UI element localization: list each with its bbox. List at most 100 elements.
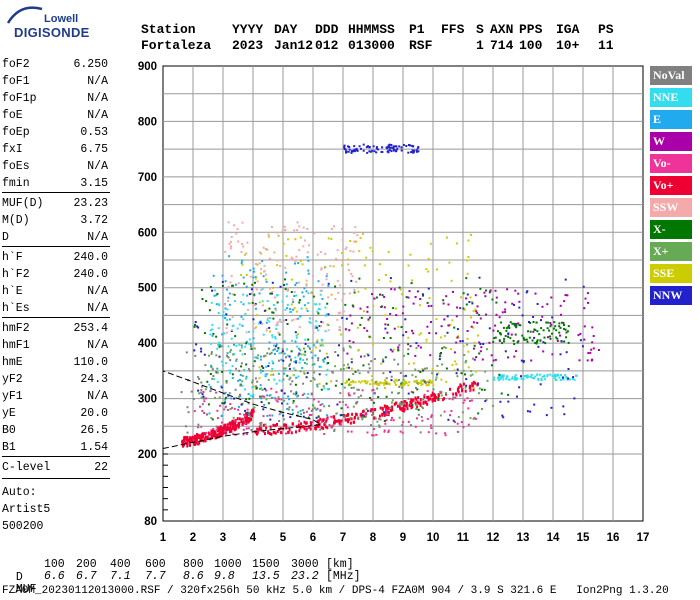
footer-d-value: 600 bbox=[145, 558, 166, 571]
param-value: N/A bbox=[87, 109, 108, 122]
param-name: foEs bbox=[2, 160, 30, 173]
echo-cluster bbox=[223, 221, 359, 334]
param-name: yF1 bbox=[2, 390, 23, 403]
param-row: D N/A bbox=[2, 231, 108, 247]
x-tick-label: 7 bbox=[340, 532, 346, 544]
param-name: h`E bbox=[2, 285, 23, 298]
digisonde-logo: Lowell DIGISONDE bbox=[4, 3, 124, 53]
header-field: PS bbox=[598, 22, 614, 37]
param-name: foE bbox=[2, 109, 23, 122]
footer-d-label: D bbox=[15, 571, 23, 584]
footer-muf-value: 23.2 bbox=[291, 570, 319, 583]
param-row: h`E N/A bbox=[2, 285, 108, 301]
param-value: 0.53 bbox=[80, 126, 108, 139]
header-field: HHMMSS bbox=[348, 22, 395, 37]
param-row: yF2 24.3 bbox=[2, 373, 108, 389]
header-field: Jan12 bbox=[274, 38, 314, 53]
footer-d-value: 200 bbox=[76, 558, 97, 571]
param-name: M(D) bbox=[2, 214, 30, 227]
legend-item: X+ bbox=[650, 242, 692, 261]
header-field: DDD bbox=[315, 22, 339, 37]
x-tick-label: 14 bbox=[547, 532, 560, 544]
echo-cluster bbox=[344, 379, 435, 387]
footer-d-value: 1500 bbox=[252, 558, 280, 571]
header-field: 1 bbox=[476, 38, 484, 53]
param-value: 3.15 bbox=[80, 177, 108, 190]
param-value: 110.0 bbox=[73, 356, 108, 369]
auto-line: Auto: bbox=[2, 486, 37, 499]
y-tick-label: 400 bbox=[138, 338, 157, 350]
param-value: 1.54 bbox=[80, 441, 108, 454]
x-tick-label: 15 bbox=[577, 532, 590, 544]
echo-points bbox=[180, 143, 600, 448]
param-value: N/A bbox=[87, 231, 108, 244]
header-field: 013000 bbox=[348, 38, 395, 53]
header-field: 10+ bbox=[556, 38, 580, 53]
param-value: 6.250 bbox=[73, 58, 108, 71]
legend-item: NNW bbox=[650, 286, 692, 305]
param-row: h`F 240.0 bbox=[2, 251, 108, 267]
y-tick-label: 600 bbox=[138, 227, 157, 239]
x-tick-label: 12 bbox=[487, 532, 500, 544]
param-row: hmE 110.0 bbox=[2, 356, 108, 372]
x-tick-label: 3 bbox=[220, 532, 226, 544]
param-name: h`F bbox=[2, 251, 23, 264]
y-tick-label: 800 bbox=[138, 116, 157, 128]
footer-muf-value: 13.5 bbox=[252, 570, 280, 583]
header-field: DAY bbox=[274, 22, 298, 37]
x-tick-label: 6 bbox=[310, 532, 316, 544]
echo-cluster bbox=[254, 380, 479, 436]
y-tick-label: 700 bbox=[138, 172, 157, 184]
footer-d-value: 1000 bbox=[214, 558, 242, 571]
param-row: hmF2 253.4 bbox=[2, 322, 108, 338]
param-row: foEs N/A bbox=[2, 160, 108, 176]
param-row: foF1p N/A bbox=[2, 92, 108, 108]
param-value: 240.0 bbox=[73, 251, 108, 264]
param-name: h`F2 bbox=[2, 268, 30, 281]
legend-item: SSW bbox=[650, 198, 692, 217]
param-value: 26.5 bbox=[80, 424, 108, 437]
param-row: MUF(D) 23.23 bbox=[2, 197, 108, 213]
param-name: D bbox=[2, 231, 9, 244]
param-value: 23.23 bbox=[73, 197, 108, 210]
y-tick-label: 80 bbox=[144, 516, 157, 528]
param-value: N/A bbox=[87, 160, 108, 173]
param-name: fxI bbox=[2, 143, 23, 156]
header-field: 100 bbox=[519, 38, 543, 53]
profile-line bbox=[162, 370, 322, 449]
param-separator bbox=[2, 456, 110, 457]
param-row: h`Es N/A bbox=[2, 302, 108, 318]
param-name: yF2 bbox=[2, 373, 23, 386]
legend-item: E bbox=[650, 110, 692, 129]
param-name: yE bbox=[2, 407, 16, 420]
echo-cluster bbox=[343, 143, 420, 154]
param-row: foF2 6.250 bbox=[2, 58, 108, 74]
param-separator bbox=[2, 478, 110, 479]
param-row: foE N/A bbox=[2, 109, 108, 125]
param-value: N/A bbox=[87, 285, 108, 298]
x-tick-label: 1 bbox=[160, 532, 167, 544]
param-name: hmE bbox=[2, 356, 23, 369]
x-tick-labels: 1 2 3 4 5 6 7 8 9 10 11 12 13 14 15 16 17 bbox=[160, 532, 650, 544]
legend-item: NNE bbox=[650, 88, 692, 107]
param-value: 20.0 bbox=[80, 407, 108, 420]
footer-muf-value: 9.8 bbox=[214, 570, 235, 583]
param-value: 24.3 bbox=[80, 373, 108, 386]
param-value: N/A bbox=[87, 92, 108, 105]
param-row: foF1 N/A bbox=[2, 75, 108, 91]
y-tick-label: 900 bbox=[138, 61, 157, 73]
y-tick-labels: 80 200 300 400 500 600 700 800 900 bbox=[138, 61, 157, 528]
x-tick-label: 10 bbox=[427, 532, 440, 544]
echo-cluster bbox=[197, 343, 494, 423]
param-row: yE 20.0 bbox=[2, 407, 108, 423]
footer-file-line: FZA0M_20230112013000.RSF / 320fx256h 50 … bbox=[2, 585, 669, 597]
param-name: B0 bbox=[2, 424, 16, 437]
footer-d-value: 100 bbox=[44, 558, 65, 571]
footer-d-value: 400 bbox=[110, 558, 131, 571]
param-value: N/A bbox=[87, 302, 108, 315]
y-tick-label: 300 bbox=[138, 394, 157, 406]
y-tick-label: 500 bbox=[138, 283, 157, 295]
param-name: foF1p bbox=[2, 92, 37, 105]
x-tick-label: 8 bbox=[370, 532, 377, 544]
y-tick-label: 200 bbox=[138, 449, 157, 461]
